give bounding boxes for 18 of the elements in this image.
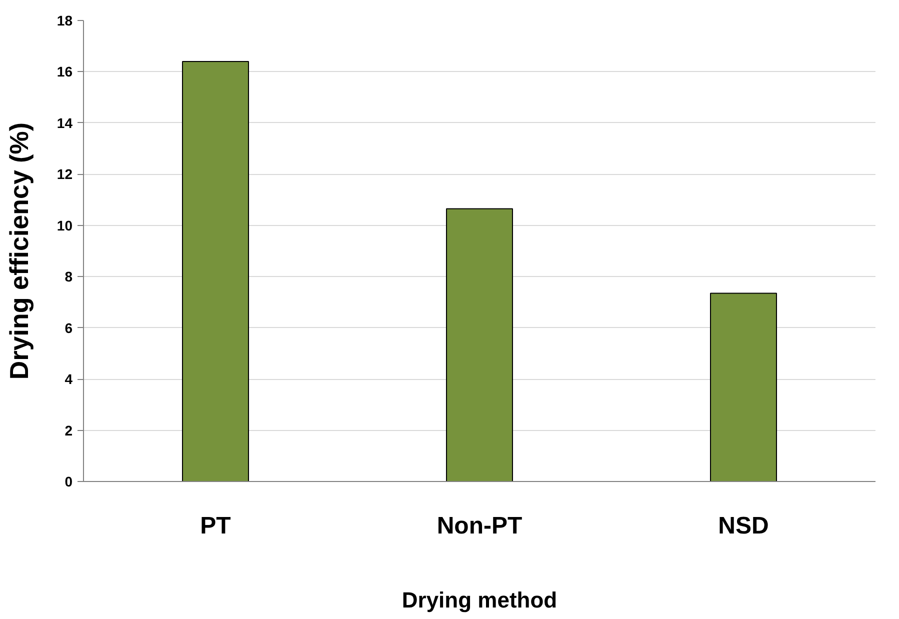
y-tick-label: 6 bbox=[64, 320, 73, 336]
y-tick-label: 16 bbox=[56, 64, 73, 80]
y-tick-label: 14 bbox=[56, 114, 73, 131]
bar bbox=[182, 60, 249, 482]
y-tick-label: 12 bbox=[56, 166, 73, 182]
y-tick-label: 18 bbox=[56, 12, 73, 28]
x-tick-label: NSD bbox=[718, 512, 769, 540]
y-axis-title: Drying efficiency (%) bbox=[4, 122, 34, 380]
x-axis-title: Drying method bbox=[402, 588, 558, 612]
y-tick-label: 4 bbox=[64, 371, 73, 388]
x-tick-label: PT bbox=[200, 512, 232, 540]
y-tick-label: 2 bbox=[64, 422, 73, 438]
bar bbox=[446, 208, 513, 482]
x-tick-label: Non-PT bbox=[436, 512, 522, 540]
y-tick-label: 10 bbox=[56, 217, 73, 234]
y-tick-label: 0 bbox=[64, 474, 73, 490]
y-tick-label: 8 bbox=[64, 268, 73, 285]
bar bbox=[710, 292, 777, 482]
